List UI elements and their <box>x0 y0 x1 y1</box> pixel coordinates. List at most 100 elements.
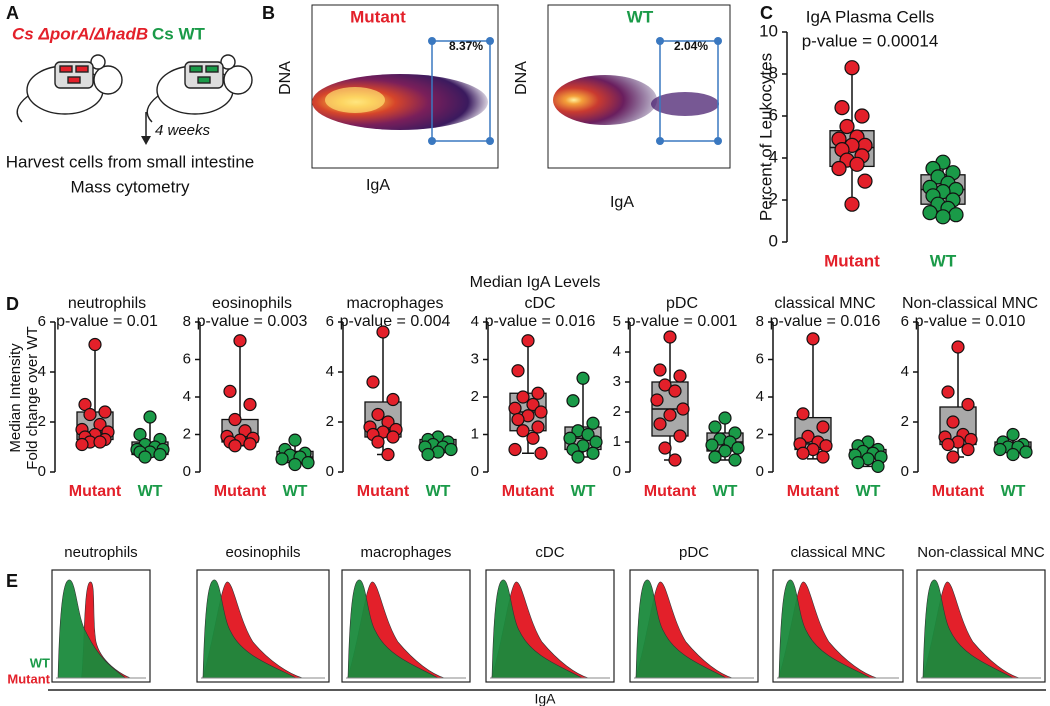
histogram-title: cDC <box>535 544 564 561</box>
data-point <box>935 209 951 225</box>
category-label: Mutant <box>824 251 880 270</box>
histogram-wt <box>57 579 127 679</box>
data-point <box>386 430 400 444</box>
y-axis-label: DNA <box>513 61 530 95</box>
data-point <box>516 390 530 404</box>
y-tick-label: 1 <box>613 433 621 450</box>
data-point <box>371 435 385 449</box>
x-axis-label: IgA <box>534 691 556 706</box>
category-label: Mutant <box>69 483 122 500</box>
data-point <box>143 410 157 424</box>
category-label: WT <box>930 251 957 270</box>
data-point <box>705 438 719 452</box>
data-point <box>516 424 530 438</box>
y-tick-label: 0 <box>769 231 778 250</box>
data-point <box>534 405 548 419</box>
y-tick-label: 2 <box>756 425 764 442</box>
data-point <box>228 412 242 427</box>
data-point <box>839 118 855 135</box>
y-tick-label: 2 <box>183 425 191 442</box>
histogram-wt <box>922 579 1015 679</box>
data-point <box>381 447 395 462</box>
data-point <box>673 429 687 443</box>
data-point <box>658 441 672 455</box>
y-tick-label: 0 <box>901 463 909 480</box>
histogram-wt <box>778 579 872 679</box>
chart-title: macrophages <box>347 295 444 312</box>
data-point <box>849 156 865 172</box>
y-tick-label: 0 <box>38 463 46 480</box>
chart-title: classical MNC <box>774 295 875 312</box>
data-point <box>668 384 682 398</box>
chart-subtitle: p-value = 0.001 <box>627 313 738 330</box>
data-point <box>731 441 745 455</box>
x-axis-label: IgA <box>610 194 634 211</box>
mouse-icon <box>16 54 123 123</box>
panel-label: D <box>6 294 19 314</box>
category-label: Mutant <box>932 483 985 500</box>
category-label: WT <box>426 483 451 500</box>
data-point <box>1006 427 1020 442</box>
data-point <box>534 446 548 460</box>
y-axis-label: Median Intensity <box>7 343 24 453</box>
plot-title: WT <box>627 7 654 26</box>
y-tick-label: 2 <box>901 413 909 430</box>
category-label: WT <box>283 483 308 500</box>
histogram-title: neutrophils <box>64 544 137 561</box>
data-point <box>961 397 975 412</box>
data-point <box>663 408 677 422</box>
category-label: Mutant <box>357 483 410 500</box>
data-point <box>508 442 522 457</box>
data-point <box>288 457 302 472</box>
data-point <box>673 369 687 383</box>
data-point <box>948 207 964 223</box>
histogram-wt <box>347 579 440 679</box>
data-point <box>844 60 860 76</box>
y-tick-label: 6 <box>38 313 46 330</box>
category-label: Mutant <box>214 483 267 500</box>
data-point <box>708 420 722 434</box>
chart-subtitle: p-value = 0.01 <box>56 313 158 330</box>
data-point <box>243 437 257 451</box>
panel-label: E <box>6 571 18 591</box>
histogram-title: pDC <box>679 544 709 561</box>
data-point <box>589 435 603 449</box>
data-point <box>511 364 525 378</box>
chart-subtitle: p-value = 0.00014 <box>802 31 939 50</box>
y-tick-label: 2 <box>471 388 479 405</box>
data-point <box>801 429 815 443</box>
data-point <box>658 378 672 392</box>
data-point <box>946 450 960 464</box>
y-tick-label: 0 <box>471 463 479 480</box>
gate-percent: 2.04% <box>674 39 708 53</box>
data-point <box>951 340 965 354</box>
data-point <box>526 431 540 445</box>
mutant-strain: Cs ΔporA/ΔhadB <box>12 24 148 43</box>
wt-strain: Cs WT <box>152 24 206 43</box>
step: Mass cytometry <box>70 177 190 196</box>
data-point <box>228 439 242 453</box>
histogram-title: eosinophils <box>225 544 300 561</box>
chart-subtitle: p-value = 0.003 <box>197 313 308 330</box>
data-point <box>1006 447 1020 462</box>
y-tick-label: 2 <box>326 413 334 430</box>
data-point <box>153 447 167 462</box>
y-tick-label: 0 <box>613 463 621 480</box>
gate-percent: 8.37% <box>449 39 483 53</box>
data-point <box>98 405 112 419</box>
chart-subtitle: p-value = 0.004 <box>340 313 451 330</box>
data-point <box>663 330 677 344</box>
data-point <box>531 420 545 434</box>
data-point <box>844 196 860 212</box>
data-point <box>857 173 873 189</box>
y-tick-label: 2 <box>38 413 46 430</box>
data-point <box>571 450 585 464</box>
y-tick-label: 4 <box>901 363 909 380</box>
data-point <box>961 442 975 457</box>
data-point <box>75 437 89 452</box>
data-point <box>816 420 830 434</box>
chart-subtitle: p-value = 0.016 <box>770 313 881 330</box>
y-tick-label: 4 <box>756 388 764 405</box>
histogram-title: classical MNC <box>790 544 885 561</box>
